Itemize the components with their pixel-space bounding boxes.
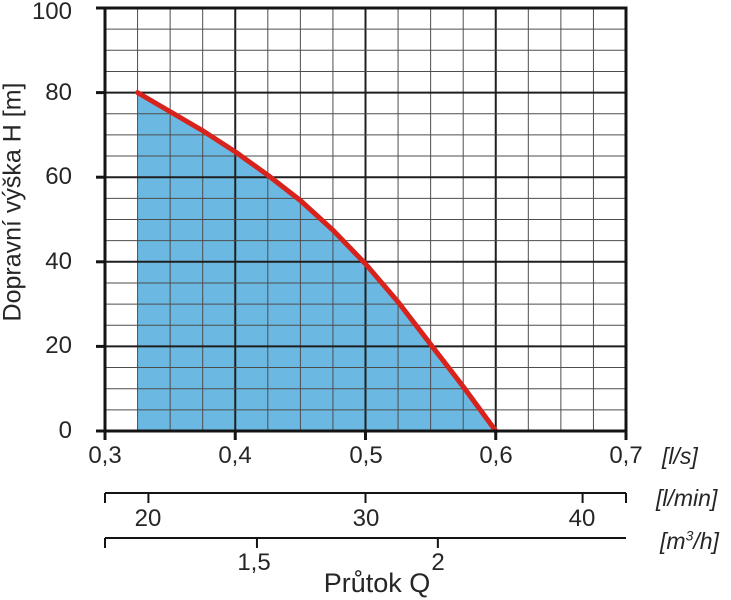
pump-curve — [135, 90, 499, 434]
lmin-tick-label-20: 20 — [134, 505, 162, 532]
x-tick-label-0-3: 0,3 — [88, 442, 122, 469]
unit-label-l-per-min: [l/min] — [656, 485, 718, 511]
m3h-tick-label-2: 2 — [431, 549, 445, 576]
y-axis-title: Dopravní výška H [m] — [0, 82, 27, 322]
unit-label-m3-per-h: [m3/h] — [660, 528, 731, 554]
y-tick-label-80: 80 — [45, 79, 72, 106]
x-tick-label-0-5: 0,5 — [349, 442, 383, 469]
y-tick-label-40: 40 — [45, 248, 72, 275]
m3h-tick-label-1-5: 1,5 — [237, 549, 271, 576]
lmin-tick-label-30: 30 — [352, 505, 380, 532]
y-tick-label-100: 100 — [31, 0, 72, 25]
m3h-unit-superscript: 3 — [685, 527, 694, 544]
x-tick-label-0-4: 0,4 — [218, 442, 252, 469]
y-tick-label-60: 60 — [45, 163, 72, 190]
x-tick-label-0-7: 0,7 — [609, 442, 643, 469]
y-tick-label-0: 0 — [58, 417, 72, 444]
y-tick-label-20: 20 — [45, 332, 72, 359]
m3h-unit-pre: [m — [660, 528, 686, 554]
lmin-tick-label-40: 40 — [568, 505, 596, 532]
unit-label-l-per-s: [l/s] — [662, 443, 698, 469]
m3h-unit-post: /h] — [693, 528, 719, 554]
x-tick-label-0-6: 0,6 — [479, 442, 513, 469]
x-axis-title: Průtok Q — [323, 568, 431, 598]
